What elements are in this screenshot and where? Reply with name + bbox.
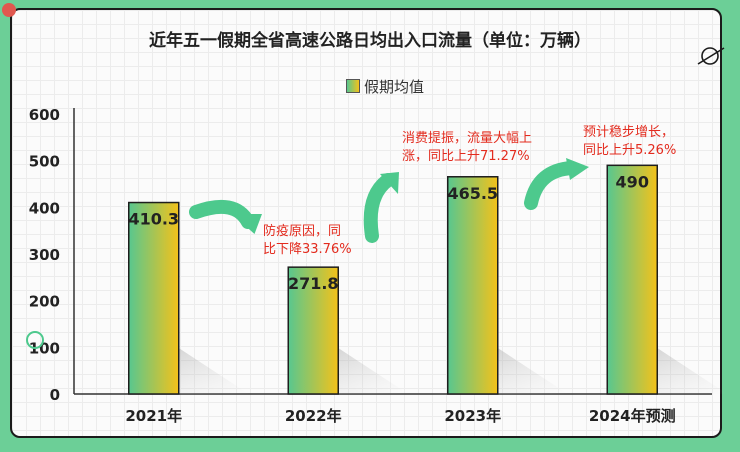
doodle-circle (26, 331, 44, 349)
x-tick-label: 2023年 (444, 407, 501, 425)
annotation-line: 同比上升5.26% (583, 143, 677, 158)
bar (606, 164, 658, 395)
y-tick-label: 300 (29, 246, 60, 264)
y-tick-label: 600 (29, 106, 60, 124)
annotation-line: 涨，同比上升71.27% (402, 149, 530, 164)
annotation-line: 预计稳步增长， (583, 125, 675, 140)
y-tick-label: 200 (29, 293, 60, 311)
annotation-2022: 防疫原因，同 比下降33.76% (263, 223, 352, 259)
x-tick-label: 2021年 (125, 407, 182, 425)
trend-arrow-head (380, 172, 399, 194)
data-label: 465.5 (447, 184, 498, 203)
bar (287, 266, 339, 395)
y-tick-label: 400 (29, 199, 60, 217)
annotation-line: 消费提振，流量大幅上 (402, 131, 533, 146)
y-tick-label: 0 (50, 386, 60, 404)
annotation-line: 防疫原因，同 (263, 224, 342, 239)
bar (128, 201, 180, 395)
legend-swatch (346, 79, 360, 93)
x-tick-label: 2024年预测 (589, 407, 676, 425)
annotation-line: 比下降33.76% (263, 242, 352, 257)
data-label: 271.8 (288, 274, 339, 293)
x-tick-label: 2022年 (285, 407, 342, 425)
annotation-2024: 预计稳步增长， 同比上升5.26% (583, 124, 676, 160)
doodle-circle (701, 47, 719, 65)
data-label: 490 (616, 172, 649, 191)
trend-arrow-head (232, 214, 262, 234)
y-tick-label: 100 (29, 339, 60, 357)
legend-label: 假期均值 (364, 77, 425, 96)
chart-title: 近年五一假期全省高速公路日均出入口流量（单位：万辆） (149, 31, 591, 51)
chart-legend: 假期均值 (346, 77, 425, 96)
trend-arrow (363, 173, 395, 243)
data-label: 410.3 (128, 210, 179, 229)
doodle-line (697, 47, 725, 65)
y-tick-label: 500 (29, 153, 60, 171)
trend-arrow (524, 161, 579, 210)
decorative-dot (2, 3, 16, 17)
annotation-2023: 消费提振，流量大幅上 涨，同比上升71.27% (402, 130, 532, 166)
bar (447, 176, 499, 395)
trend-arrow-head (566, 158, 589, 180)
